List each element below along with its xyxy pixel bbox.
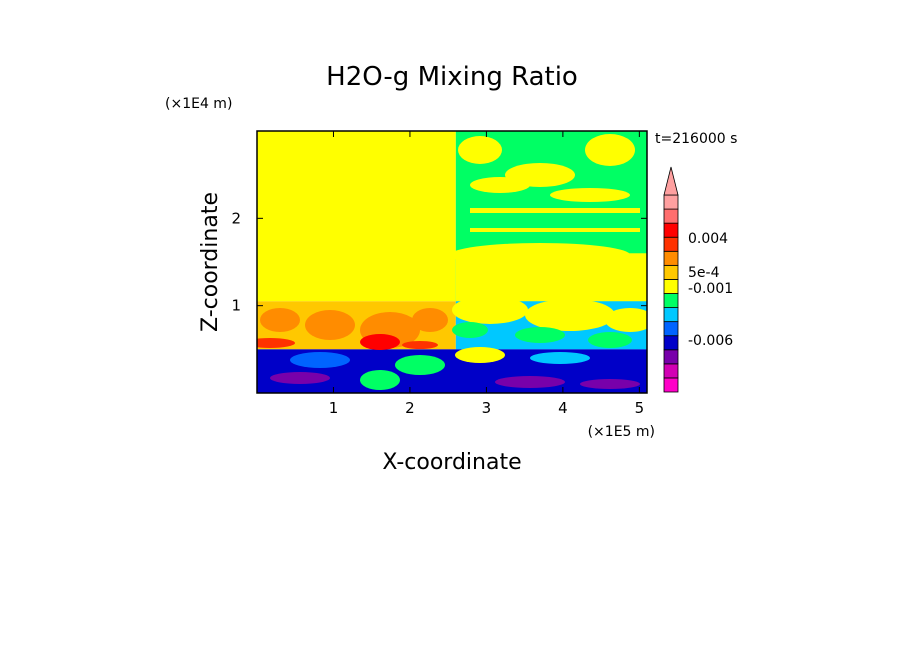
- colorbar-swatch: [663, 321, 679, 337]
- x-ticks: 1 2 3 4 5: [329, 131, 644, 417]
- colorbar-swatch: [663, 264, 679, 280]
- y-ticks: 12: [231, 209, 647, 315]
- colorbar-label: -0.006: [688, 333, 733, 349]
- field-texture: [257, 134, 647, 390]
- colorbar-swatch: [663, 307, 679, 323]
- colorbar-extend-arrow: [663, 166, 679, 196]
- y-axis-label: Z-coordinate: [198, 192, 223, 332]
- colorbar-swatch: [663, 236, 679, 252]
- plot-frame: [256, 130, 648, 394]
- field-region-0: [257, 131, 456, 302]
- colorbar: [663, 166, 679, 393]
- colorbar-swatch: [663, 293, 679, 308]
- time-label: t=216000 s: [655, 131, 737, 147]
- y-multiplier: (×1E4 m): [165, 96, 232, 112]
- colorbar-swatch: [663, 222, 679, 238]
- x-tick-label: 3: [482, 399, 492, 417]
- contour-field: [257, 131, 647, 393]
- x-axis-label: X-coordinate: [382, 450, 521, 475]
- colorbar-swatch: [663, 377, 679, 393]
- x-tick-label: 1: [329, 399, 339, 417]
- y-tick-label: 2: [231, 209, 241, 227]
- x-multiplier: (×1E5 m): [588, 424, 655, 440]
- colorbar-label: -0.001: [688, 281, 733, 297]
- colorbar-swatch: [663, 194, 679, 210]
- colorbar-swatch: [663, 208, 679, 224]
- colorbar-swatch: [663, 335, 679, 351]
- colorbar-swatch: [663, 349, 679, 365]
- colorbar-label: 5e-4: [688, 265, 720, 281]
- x-tick-label: 2: [405, 399, 415, 417]
- y-tick-label: 1: [231, 297, 241, 315]
- x-tick-label: 5: [635, 399, 645, 417]
- x-tick-label: 4: [558, 399, 568, 417]
- colorbar-swatch: [663, 363, 679, 379]
- colorbar-swatch: [663, 279, 679, 294]
- colorbar-label: 0.004: [688, 231, 728, 247]
- colorbar-swatch: [663, 250, 679, 266]
- chart-title: H2O-g Mixing Ratio: [326, 62, 578, 92]
